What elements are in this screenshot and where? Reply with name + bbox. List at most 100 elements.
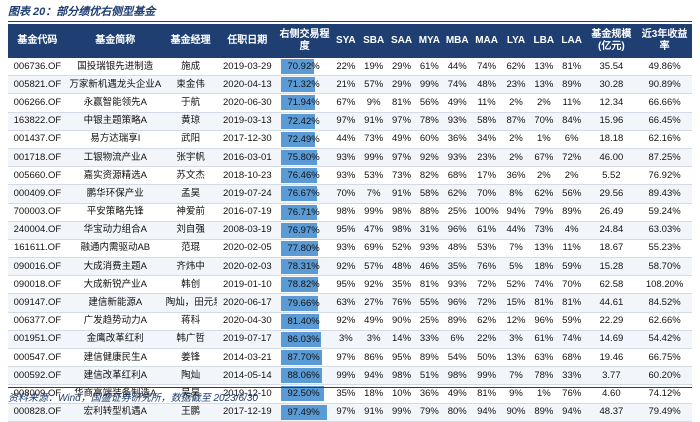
degree-bar: 72.49% [281,131,328,147]
column-header: SBA [359,24,388,58]
style-percent-cell: 54% [443,348,472,368]
style-percent-cell: 33% [415,330,444,350]
fund-size-cell: 14.69 [585,330,638,350]
column-header: 基金规模(亿元) [585,24,638,58]
right-side-degree-cell: 78.31% [277,257,332,277]
style-percent-cell: 33% [557,366,586,386]
table-row: 006736.OF 国投瑞银先进制造 施成 2019-03-29 70.92% 22% 19… [8,58,692,77]
fund-size-cell: 12.34 [585,93,638,113]
degree-bar: 88.06% [281,368,328,384]
degree-value: 78.82% [287,279,320,291]
style-percent-cell: 2% [502,148,530,168]
return-3y-cell: 84.52% [637,293,692,313]
table-row: 000547.OF 建信健康民生A 姜锋 2014-03-21 87.70% 97% 86%… [8,348,692,368]
style-percent-cell: 96% [443,293,472,313]
right-side-degree-cell: 77.80% [277,239,332,259]
return-3y-cell: 49.86% [637,58,692,77]
right-side-degree-cell: 76.67% [277,184,332,204]
right-side-degree-cell: 72.49% [277,130,332,149]
style-percent-cell: 49% [359,312,388,331]
style-percent-cell: 22% [331,58,360,77]
right-side-degree-cell: 72.42% [277,112,332,131]
column-header: LBA [529,24,558,58]
style-percent-cell: 36% [415,384,444,404]
style-percent-cell: 31% [415,221,444,240]
manager-cell: 张宇帆 [163,148,218,168]
fund-size-cell: 26.49 [585,203,638,222]
style-percent-cell: 22% [471,330,503,350]
start-date-cell: 2020-06-30 [217,93,278,113]
return-3y-cell: 66.45% [637,112,692,131]
style-percent-cell: 34% [471,130,503,149]
table-row: 006377.OF 广发趋势动力A 蒋科 2020-04-30 81.40% 92% 49%… [8,312,692,331]
manager-cell: 姜锋 [163,348,218,368]
degree-bar: 92.50% [281,386,328,402]
degree-value: 79.66% [287,297,320,309]
style-percent-cell: 2% [502,130,530,149]
fund-code-cell: 001718.OF [8,148,67,168]
start-date-cell: 2016-03-01 [217,148,278,168]
style-percent-cell: 35% [387,275,416,295]
right-side-degree-cell: 76.97% [277,221,332,240]
style-percent-cell: 62% [443,184,472,204]
start-date-cell: 2019-03-29 [217,58,278,77]
style-percent-cell: 13% [502,348,530,368]
style-percent-cell: 19% [359,58,388,77]
fund-size-cell: 22.29 [585,312,638,331]
style-percent-cell: 27% [359,293,388,313]
source-text: 资料来源：Wind，国盛证券研究所，数据截至 2023/6/30 [8,393,258,404]
right-side-degree-cell: 76.46% [277,166,332,186]
table-row: 001437.OF 易方达瑞享I 武阳 2017-12-30 72.49% 44% 73% 4… [8,130,692,149]
manager-cell: 刘自强 [163,221,218,240]
fund-name-cell: 平安策略先锋 [66,203,164,222]
fund-code-cell: 005660.OF [8,166,67,186]
degree-bar-fill [281,259,318,275]
style-percent-cell: 17% [471,166,503,186]
style-percent-cell: 2% [557,166,586,186]
style-percent-cell: 3% [331,330,360,350]
degree-bar: 78.31% [281,259,328,275]
fund-name-cell: 大成新锐产业A [66,275,164,295]
degree-bar-fill [281,77,315,93]
style-percent-cell: 73% [359,130,388,149]
manager-cell: 吴昊 [163,384,218,404]
fund-name-cell: 工银物流产业A [66,148,164,168]
manager-cell: 韩创 [163,275,218,295]
style-percent-cell: 93% [331,239,360,259]
degree-bar: 72.42% [281,113,328,129]
right-side-degree-cell: 79.66% [277,293,332,313]
degree-bar: 87.70% [281,350,328,366]
style-percent-cell: 21% [331,75,360,95]
fund-name-cell: 建信健康民生A [66,348,164,368]
fund-code-cell: 000547.OF [8,348,67,368]
style-percent-cell: 9% [502,384,530,404]
style-percent-cell: 29% [387,75,416,95]
fund-name-cell: 大成消费主题A [66,257,164,277]
fund-size-cell: 35.54 [585,58,638,77]
style-percent-cell: 2% [502,93,530,113]
degree-bar: 76.46% [281,168,328,184]
column-header: MYA [415,24,444,58]
style-percent-cell: 62% [471,312,503,331]
return-3y-cell: 63.03% [637,221,692,240]
start-date-cell: 2014-03-21 [217,348,278,368]
fund-name-cell: 鹏华环保产业 [66,184,164,204]
style-percent-cell: 98% [387,221,416,240]
style-percent-cell: 76% [387,293,416,313]
manager-cell: 束金伟 [163,75,218,95]
fund-size-cell: 15.96 [585,112,638,131]
style-percent-cell: 97% [387,112,416,131]
degree-value: 78.31% [287,261,320,273]
style-percent-cell: 11% [557,93,586,113]
degree-value: 71.32% [287,79,320,91]
fund-code-cell: 009147.OF [8,293,67,313]
start-date-cell: 2020-02-03 [217,257,278,277]
degree-value: 76.97% [287,224,320,236]
style-percent-cell: 74% [529,275,558,295]
style-percent-cell: 98% [387,203,416,222]
column-header: LYA [502,24,530,58]
style-percent-cell: 44% [331,130,360,149]
style-percent-cell: 99% [331,366,360,386]
style-percent-cell: 13% [529,239,558,259]
style-percent-cell: 3% [502,330,530,350]
